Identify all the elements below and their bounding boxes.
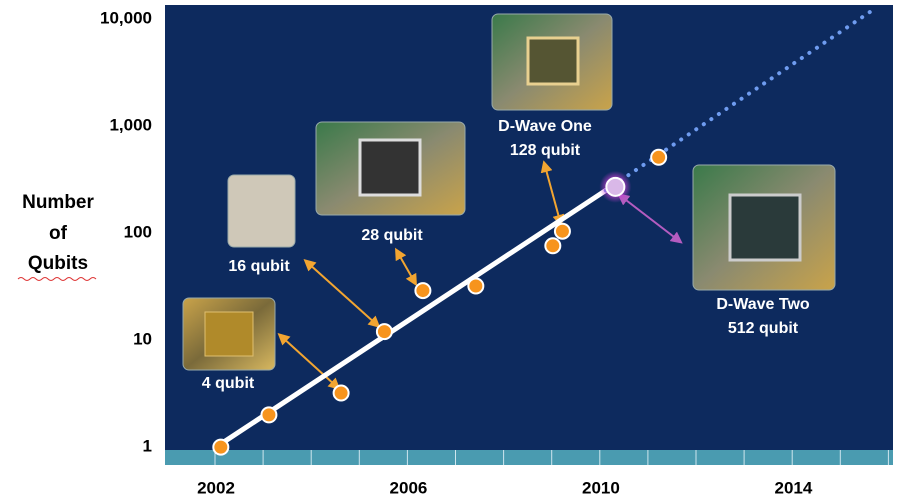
photo-detail [728,193,802,262]
arrow [303,258,381,329]
spellcheck-underline [17,277,97,281]
annotation: D-Wave Two [716,296,810,313]
point [544,237,562,255]
arrow [277,332,341,391]
arrows [277,160,683,391]
highlight-point [605,176,626,197]
point [553,222,571,240]
photo-detail [526,36,580,86]
arrow [617,193,683,244]
band [165,450,893,465]
point [414,282,432,300]
y-tick-label: 100 [124,223,152,242]
x-tick-label: 2014 [774,478,812,497]
point [260,406,278,424]
y-tick-label: 10,000 [100,8,152,27]
x-tick-label: 2006 [390,478,428,497]
arrow [540,160,565,227]
y-tick-label: 1,000 [109,115,152,134]
y-axis-label: Number [22,192,94,213]
arrow [395,247,417,287]
photo-detail [204,311,254,357]
annotation: D-Wave One [498,118,592,135]
y-tick-label: 10 [133,330,152,349]
trend-line [213,187,609,450]
y-tick-label: 1 [143,437,152,456]
axis-band [165,450,893,465]
photo [227,174,296,248]
x-tick-label: 2002 [197,478,235,497]
annotation: 16 qubit [228,258,290,275]
photo-detail [358,138,422,197]
projection-line [603,9,873,193]
y-axis-label: Qubits [28,253,88,274]
annotation: 128 qubit [510,142,581,159]
photos [182,13,836,371]
x-tick-label: 2010 [582,478,620,497]
point [332,384,350,402]
annotation: 512 qubit [728,320,799,337]
y-axis-label: of [49,223,68,244]
point [467,277,485,295]
annotation: 28 qubit [361,227,423,244]
point [375,323,393,341]
annotation: 4 qubit [202,375,255,392]
point [650,148,668,166]
point [212,438,230,456]
